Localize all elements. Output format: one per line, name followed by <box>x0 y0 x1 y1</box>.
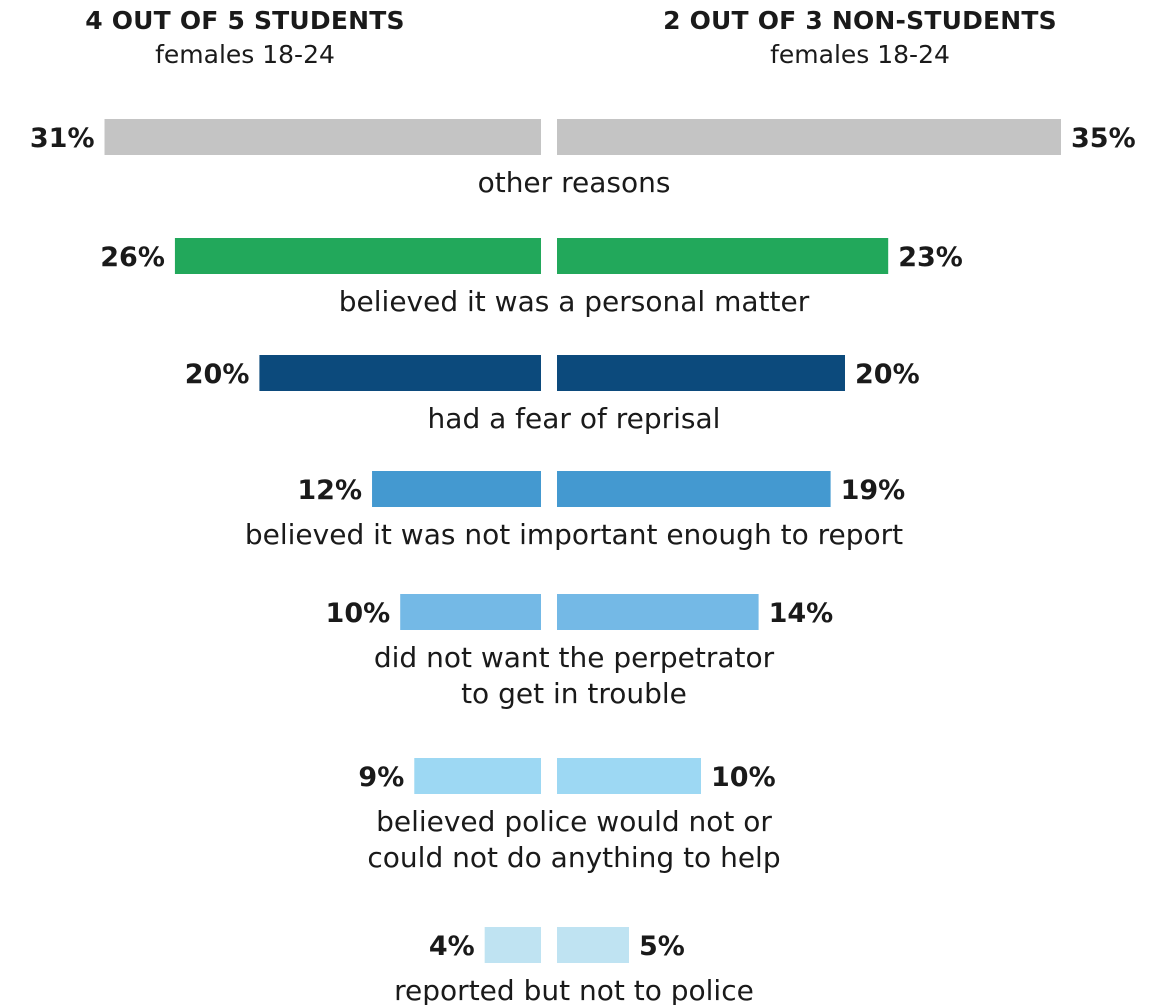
category-label: reported but not to police <box>394 974 754 1005</box>
non-students-subtitle: females 18-24 <box>770 40 950 69</box>
non-students-value-label: 23% <box>898 242 963 273</box>
students-bar <box>259 355 541 391</box>
non-students-bar <box>557 758 701 794</box>
non-students-value-label: 35% <box>1071 123 1136 154</box>
non-students-bar <box>557 355 845 391</box>
category-label: could not do anything to help <box>367 841 780 874</box>
students-value-label: 12% <box>297 475 362 506</box>
non-students-bar <box>557 594 759 630</box>
category-label: to get in trouble <box>461 677 687 710</box>
non-students-value-label: 10% <box>711 762 776 793</box>
students-subtitle: females 18-24 <box>155 40 335 69</box>
non-students-bar <box>557 927 629 963</box>
students-value-label: 9% <box>358 762 404 793</box>
non-students-value-label: 19% <box>841 475 906 506</box>
students-bar <box>174 238 542 274</box>
students-value-label: 20% <box>185 359 250 390</box>
category-label: believed it was not important enough to … <box>245 518 903 551</box>
non-students-value-label: 14% <box>769 598 834 629</box>
students-bar <box>104 119 542 155</box>
category-label: had a fear of reprisal <box>428 402 721 435</box>
category-label: did not want the perpetrator <box>374 641 775 674</box>
non-students-bar <box>557 471 831 507</box>
non-students-bar <box>557 238 889 274</box>
non-students-value-label: 20% <box>855 359 920 390</box>
students-bar <box>414 758 541 794</box>
category-label: believed it was a personal matter <box>339 285 810 318</box>
category-label: other reasons <box>478 166 671 199</box>
students-bar <box>372 471 541 507</box>
non-students-title: 2 OUT OF 3 NON-STUDENTS <box>663 6 1057 35</box>
category-label: believed police would not or <box>376 805 772 838</box>
students-value-label: 4% <box>429 931 475 962</box>
students-header: 4 OUT OF 5 STUDENTS females 18-24 <box>40 4 450 72</box>
non-students-header: 2 OUT OF 3 NON-STUDENTS females 18-24 <box>625 4 1095 72</box>
students-bar <box>484 927 541 963</box>
students-value-label: 26% <box>100 242 165 273</box>
non-students-bar <box>557 119 1061 155</box>
students-value-label: 10% <box>326 598 391 629</box>
non-students-value-label: 5% <box>639 931 685 962</box>
students-bar <box>400 594 541 630</box>
students-title: 4 OUT OF 5 STUDENTS <box>85 6 405 35</box>
students-value-label: 31% <box>30 123 95 154</box>
